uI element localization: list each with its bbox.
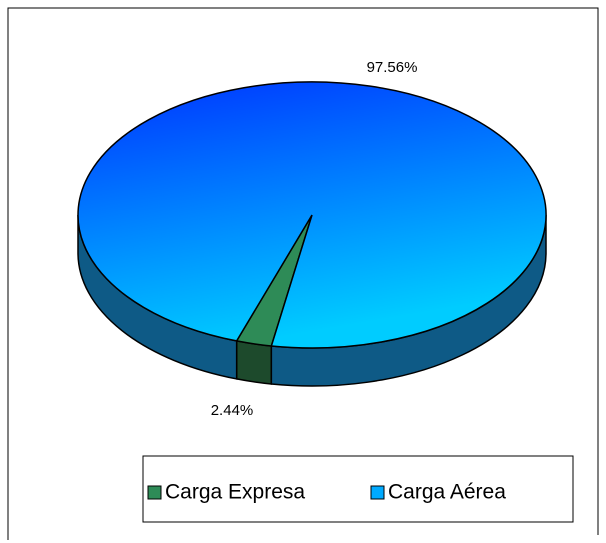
frame [7,7,599,540]
legend: Carga Expresa Carga Aérea [147,481,506,504]
legend-swatch [147,485,162,500]
legend-label: Carga Aérea [388,481,506,504]
legend-swatch [370,485,385,500]
legend-box [142,455,574,523]
data-label: 97.56% [367,59,418,76]
slice-side [235,340,273,385]
pie [77,81,547,387]
slice [77,81,547,349]
legend-label: Carga Expresa [165,481,305,504]
data-label: 2.44% [211,402,254,419]
